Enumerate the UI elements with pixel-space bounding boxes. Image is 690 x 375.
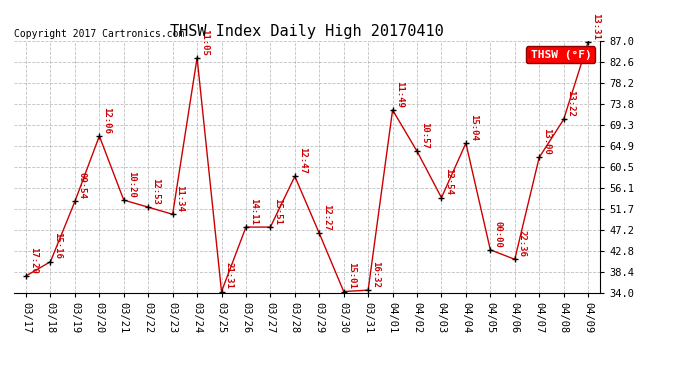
Text: 17:20: 17:20 (29, 247, 38, 273)
Text: 14:11: 14:11 (249, 198, 258, 225)
Text: 12:47: 12:47 (298, 147, 307, 174)
Text: Copyright 2017 Cartronics.com: Copyright 2017 Cartronics.com (14, 29, 184, 39)
Text: 12:54: 12:54 (444, 168, 453, 195)
Text: 10:57: 10:57 (420, 122, 429, 149)
Text: 16:32: 16:32 (371, 261, 380, 288)
Text: 11:49: 11:49 (395, 81, 404, 108)
Text: 15:01: 15:01 (346, 262, 355, 289)
Text: 13:31: 13:31 (591, 13, 600, 40)
Text: 15:51: 15:51 (273, 198, 282, 225)
Text: 21:31: 21:31 (224, 262, 233, 289)
Text: 11:34: 11:34 (175, 185, 185, 212)
Title: THSW Index Daily High 20170410: THSW Index Daily High 20170410 (170, 24, 444, 39)
Text: 22:36: 22:36 (518, 230, 526, 257)
Text: 00:00: 00:00 (493, 220, 502, 248)
Text: 13:22: 13:22 (566, 90, 575, 117)
Text: 13:00: 13:00 (542, 128, 551, 155)
Text: 10:20: 10:20 (127, 171, 136, 198)
Text: 11:05: 11:05 (200, 28, 209, 56)
Text: 12:06: 12:06 (102, 107, 111, 134)
Text: 15:04: 15:04 (469, 114, 478, 141)
Text: 12:27: 12:27 (322, 204, 331, 231)
Text: 12:53: 12:53 (151, 178, 160, 205)
Text: 09:54: 09:54 (78, 172, 87, 199)
Legend: THSW (°F): THSW (°F) (526, 46, 595, 63)
Text: 15:16: 15:16 (53, 232, 62, 260)
